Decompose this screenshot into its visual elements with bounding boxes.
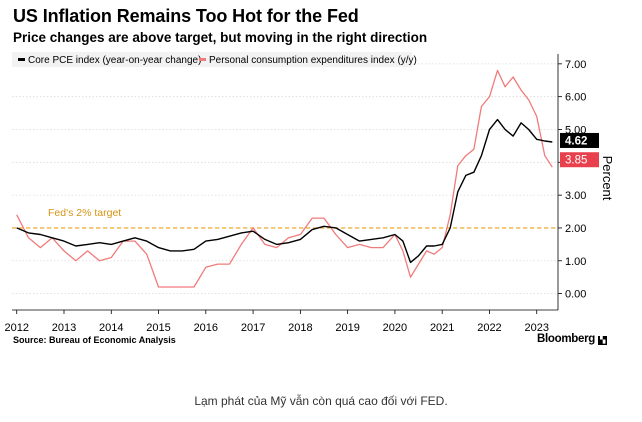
bloomberg-mark-icon: ▚ [598,336,607,345]
x-tick-label: 2014 [99,322,123,334]
y-tick-label: 3.00 [565,190,586,202]
legend: Core PCE index (year-on-year change) Pers… [12,52,417,67]
legend-label-core-pce: Core PCE index (year-on-year change) [28,55,201,66]
source-note: Source: Bureau of Economic Analysis [13,335,176,345]
pce-last-value-tag [560,152,599,168]
x-axis: 2012 2013 2014 2015 2016 2017 2018 2019 2020 2021… [4,309,558,334]
brand-name: Bloomberg [537,333,595,345]
y-axis-label: Percent [600,156,615,201]
x-tick-label: 2020 [383,322,407,334]
x-tick-label: 2016 [194,322,218,334]
series-lines [16,69,553,288]
series-line-core-pce [16,118,553,264]
gridlines [12,63,558,294]
legend-label-pce: Personal consumption expenditures index … [209,55,417,66]
target-label: Fed's 2% target [48,207,121,219]
core-pce-last-value-tag [560,132,599,148]
core-pce-last-value: 4.62 [565,135,587,147]
y-tick-label: 6.00 [565,92,586,104]
legend-swatch-pce [199,58,206,61]
x-tick-label: 2015 [146,322,170,334]
legend-swatch-core-pce [18,58,25,61]
end-value-tags: 4.62 3.85 [560,132,599,168]
pce-last-value: 3.85 [565,155,587,167]
legend-background [12,52,412,67]
y-tick-label: 2.00 [565,223,586,235]
inflation-line-chart: Fed's 2% target 0.001.002.003.004.005.00… [4,52,615,334]
y-axis: 0.001.002.003.004.005.006.007.00 [557,54,586,310]
x-tick-label: 2022 [477,322,501,334]
x-tick-label: 2013 [52,322,76,334]
y-tick-label: 7.00 [565,59,586,71]
series-line-pce [16,69,553,288]
page-title: US Inflation Remains Too Hot for the Fed [13,6,359,26]
x-tick-label: 2012 [4,322,28,334]
page-subtitle: Price changes are above target, but movi… [13,30,428,45]
target-line-group: Fed's 2% target [12,207,558,229]
x-tick-label: 2021 [430,322,454,334]
x-tick-label: 2018 [288,322,312,334]
y-tick-label: 1.00 [565,256,586,268]
x-tick-label: 2023 [524,322,548,334]
x-tick-label: 2017 [241,322,265,334]
y-tick-label: 0.00 [565,289,586,301]
x-tick-label: 2019 [335,322,359,334]
brand-logo: Bloomberg ▚ [537,333,607,345]
image-caption: Lạm phát của Mỹ vẫn còn quá cao đối với … [194,394,448,408]
